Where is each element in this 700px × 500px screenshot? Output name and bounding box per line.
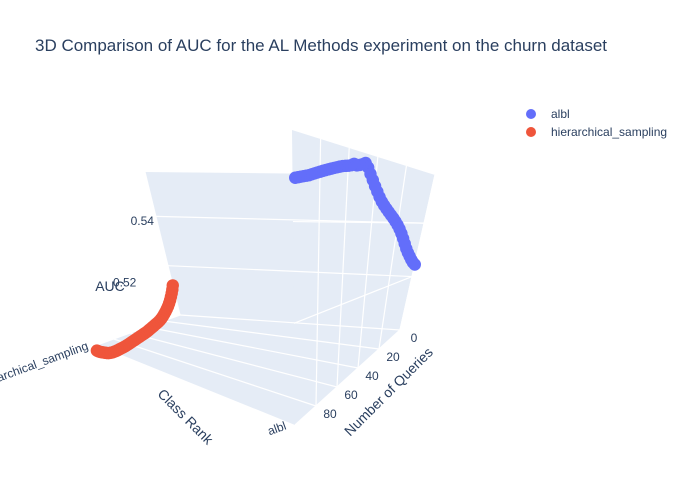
y-tick-label: hierarchical_sampling (0, 339, 90, 392)
legend-marker (526, 127, 536, 137)
z-gridline-back (167, 265, 413, 278)
series-hierarchical_sampling (90, 279, 179, 360)
legend-item-hierarchical_sampling[interactable]: hierarchical_sampling (526, 125, 667, 139)
y-gridline-wall (399, 174, 436, 331)
x-tick-label: 0 (411, 331, 418, 345)
x-gridline-floor (179, 314, 401, 331)
x-gridline-floor (163, 320, 380, 350)
z-axis-title: AUC (95, 278, 125, 294)
chart-title: 3D Comparison of AUC for the AL Methods … (35, 36, 607, 55)
data-point-hierarchical_sampling (90, 344, 104, 357)
legend-item-albl[interactable]: albl (526, 107, 570, 121)
x-tick-label: 80 (323, 407, 337, 421)
x-tick-label: 20 (386, 350, 400, 364)
data-point-albl (289, 171, 302, 184)
3d-scene[interactable]: 0 20 40 60 80 albl hierarchical_sampling 0.52 0.… (0, 130, 436, 448)
legend-label: hierarchical_sampling (551, 125, 667, 139)
y-gridline-floor (294, 329, 401, 426)
z-tick-label: 0.54 (131, 214, 155, 228)
z-tick-label: 0.52 (113, 276, 137, 290)
series-albl (289, 156, 421, 271)
x-tick-label: 60 (344, 388, 358, 402)
legend: albl hierarchical_sampling (526, 107, 667, 139)
floor (97, 315, 400, 425)
x-gridline-wall (336, 147, 350, 388)
y-tick-label: albl (266, 419, 288, 439)
legend-marker (526, 109, 536, 119)
x-gridline-floor (130, 332, 338, 388)
x-gridline-floor (146, 326, 359, 369)
legend-label: albl (551, 107, 570, 121)
x-tick-label: 40 (365, 369, 379, 383)
x-gridline-wall (378, 165, 407, 350)
z-gridline-right (293, 275, 413, 324)
x-gridline-floor (113, 338, 317, 407)
y-axis-title: Class Rank (155, 385, 218, 448)
